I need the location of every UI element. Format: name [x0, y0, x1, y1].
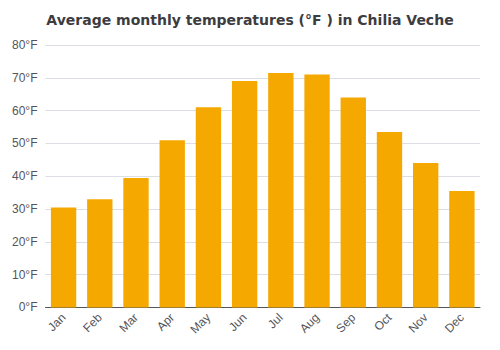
svg-text:Oct: Oct — [371, 310, 395, 334]
svg-text:May: May — [187, 311, 213, 337]
svg-text:Jan: Jan — [45, 311, 69, 335]
svg-text:Mar: Mar — [116, 311, 141, 335]
svg-text:60°F: 60°F — [12, 104, 37, 118]
svg-text:Feb: Feb — [80, 310, 105, 335]
svg-text:Jun: Jun — [226, 311, 250, 335]
svg-text:Sep: Sep — [333, 310, 358, 335]
svg-text:Nov: Nov — [406, 311, 431, 336]
svg-text:0°F: 0°F — [19, 300, 38, 314]
svg-text:40°F: 40°F — [12, 169, 37, 183]
svg-text:Apr: Apr — [154, 311, 177, 334]
svg-text:Average monthly temperatures (: Average monthly temperatures (°F ) in Ch… — [46, 12, 453, 28]
svg-text:70°F: 70°F — [12, 71, 37, 85]
svg-text:Jul: Jul — [265, 311, 286, 332]
svg-text:80°F: 80°F — [12, 38, 37, 52]
svg-text:30°F: 30°F — [12, 202, 37, 216]
svg-text:50°F: 50°F — [12, 136, 37, 150]
svg-text:Dec: Dec — [442, 311, 467, 336]
svg-text:20°F: 20°F — [12, 235, 37, 249]
svg-text:Aug: Aug — [297, 311, 322, 336]
svg-text:10°F: 10°F — [12, 268, 37, 282]
